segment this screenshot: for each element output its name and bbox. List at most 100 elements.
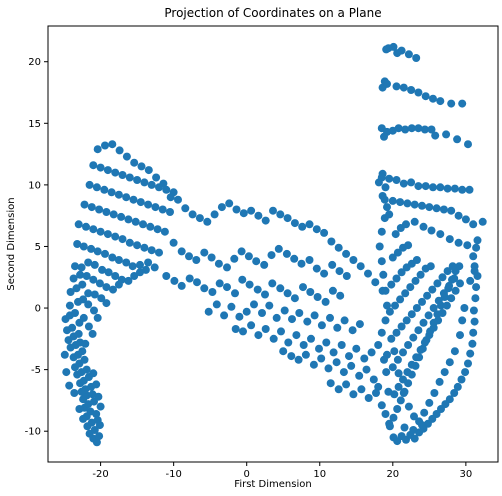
- scatter-point: [390, 347, 399, 356]
- scatter-point: [458, 185, 467, 194]
- scatter-point: [261, 325, 270, 333]
- scatter-point: [267, 251, 276, 260]
- scatter-point: [247, 206, 256, 215]
- scatter-point: [455, 262, 464, 271]
- scatter-point: [404, 402, 413, 411]
- scatter-point: [109, 210, 118, 219]
- scatter-point: [232, 205, 241, 214]
- scatter-point: [324, 364, 333, 373]
- scatter-point: [399, 375, 407, 384]
- scatter-point: [410, 434, 419, 443]
- scatter-point: [92, 380, 101, 389]
- scatter-point: [207, 253, 216, 262]
- scatter-point: [162, 185, 171, 194]
- scatter-point: [299, 283, 307, 292]
- scatter-point: [399, 348, 407, 357]
- scatter-point: [114, 256, 123, 264]
- scatter-point: [122, 193, 131, 202]
- y-tick-label: 0: [35, 304, 41, 315]
- scatter-point: [177, 247, 186, 256]
- scatter-point: [95, 421, 104, 430]
- scatter-point: [453, 382, 462, 391]
- scatter-point: [133, 241, 142, 250]
- scatter-point: [102, 283, 111, 292]
- scatter-point: [377, 257, 386, 266]
- y-tick-label: -10: [25, 427, 41, 438]
- scatter-point: [96, 163, 105, 172]
- scatter-point: [418, 297, 426, 306]
- scatter-point: [74, 329, 83, 338]
- scatter-point: [355, 371, 364, 380]
- scatter-point: [447, 206, 456, 215]
- scatter-point: [410, 200, 419, 209]
- scatter-point: [448, 262, 457, 271]
- scatter-point: [276, 284, 285, 293]
- scatter-point: [347, 361, 356, 370]
- scatter-point: [111, 272, 120, 280]
- x-axis: -20 -10 0 10 20 30: [92, 462, 472, 480]
- scatter-point: [445, 281, 454, 290]
- scatter-point: [382, 368, 391, 377]
- scatter-point: [420, 408, 429, 417]
- scatter-point: [231, 289, 239, 298]
- scatter-point: [383, 79, 391, 88]
- scatter-point: [418, 201, 426, 210]
- scatter-point: [292, 331, 301, 340]
- scatter-point: [436, 97, 445, 106]
- scatter-point: [125, 173, 134, 182]
- scatter-point: [166, 193, 175, 202]
- scatter-point: [332, 358, 341, 367]
- scatter-point: [103, 166, 112, 175]
- scatter-point: [466, 349, 475, 358]
- scatter-point: [407, 124, 416, 133]
- scatter-point: [283, 289, 292, 298]
- scatter-point: [377, 173, 386, 182]
- scatter-point: [443, 184, 452, 193]
- scatter-point: [401, 125, 410, 134]
- chart-title: Projection of Coordinates on a Plane: [164, 6, 381, 20]
- scatter-point: [348, 326, 357, 335]
- x-tick-label: -10: [165, 469, 181, 480]
- scatter-point: [392, 274, 401, 283]
- scatter-point: [435, 377, 444, 386]
- x-tick-label: 20: [386, 469, 399, 480]
- scatter-point: [429, 94, 437, 103]
- scatter-point: [93, 145, 102, 154]
- scatter-point: [464, 359, 472, 368]
- scatter-point: [90, 306, 98, 315]
- scatter-point: [388, 363, 397, 372]
- scatter-point: [136, 198, 145, 207]
- scatter-point: [188, 210, 197, 219]
- scatter-point: [372, 389, 380, 397]
- scatter-point: [208, 288, 217, 296]
- x-tick-label: 0: [244, 469, 250, 480]
- scatter-point: [412, 304, 421, 312]
- scatter-point: [394, 369, 403, 378]
- scatter-point: [360, 354, 369, 363]
- scatter-point: [280, 306, 289, 315]
- scatter-point: [397, 268, 406, 277]
- scatter-point: [470, 267, 479, 276]
- scatter-point: [204, 307, 213, 316]
- scatter-point: [356, 262, 365, 271]
- scatter-point: [124, 276, 133, 285]
- scatter-point: [429, 304, 438, 312]
- scatter-point: [146, 222, 155, 231]
- scatter-point: [70, 389, 79, 397]
- scatter-point: [389, 413, 398, 422]
- scatter-point: [71, 262, 79, 271]
- scatter-point: [414, 124, 423, 133]
- scatter-point: [385, 307, 394, 316]
- scatter-point: [192, 256, 201, 264]
- scatter-point: [140, 243, 149, 252]
- scatter-point: [90, 260, 99, 269]
- scatter-point: [283, 214, 292, 223]
- scatter-point: [352, 344, 361, 353]
- scatter-point: [115, 146, 124, 155]
- scatter-point: [445, 235, 454, 244]
- scatter-point: [107, 188, 116, 197]
- scatter-point: [301, 350, 310, 359]
- scatter-point: [299, 341, 308, 349]
- scatter-point: [276, 210, 285, 219]
- scatter-point: [342, 380, 351, 389]
